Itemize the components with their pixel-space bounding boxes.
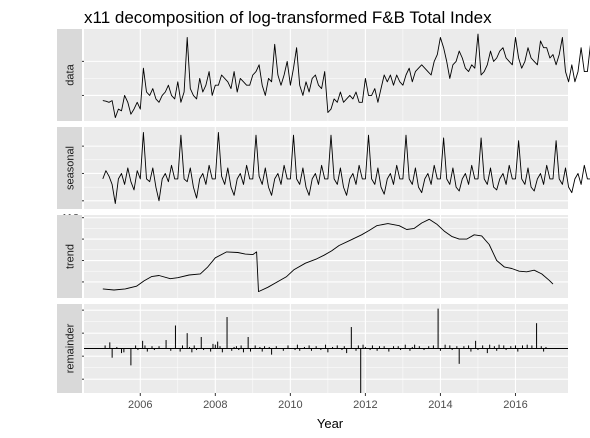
series-line-trend: [102, 218, 554, 293]
panel-trend: 100104108112trend: [57, 213, 568, 298]
strip-label: remainder: [65, 323, 77, 373]
strip-label: data: [65, 63, 77, 85]
strip-label: seasonal: [65, 146, 77, 190]
x-axis: 2006 2008 2010 2012 2014 2016: [128, 393, 528, 411]
x-tick-label: 2006: [128, 399, 152, 411]
panel-data: 100110data: [57, 29, 590, 121]
x-tick-label: 2012: [353, 399, 377, 411]
chart-title: x11 decomposition of log-transformed F&B…: [84, 8, 492, 27]
strip-seasonal: [57, 127, 82, 209]
panel-background: [84, 127, 568, 209]
strip-data: [57, 29, 82, 121]
series-line-seasonal: [102, 132, 590, 204]
panel-seasonal: 0.951.001.05seasonal: [57, 127, 590, 209]
strip-remainder: [57, 304, 82, 393]
panel-remainder: 0.960.991.021.05remainder: [57, 304, 568, 393]
series-line-data: [102, 33, 590, 119]
x-tick-label: 2008: [203, 399, 227, 411]
x-tick-label: 2010: [278, 399, 302, 411]
strip-label: trend: [65, 244, 77, 269]
x-tick-label: 2014: [428, 399, 452, 411]
panel-background: [84, 215, 568, 298]
panel-background: [84, 29, 568, 121]
x-axis-title: Year: [317, 416, 344, 431]
strip-trend: [57, 215, 82, 298]
x-tick-label: 2016: [503, 399, 527, 411]
facet-panels: 100110data0.951.001.05seasonal1001041081…: [57, 29, 590, 393]
